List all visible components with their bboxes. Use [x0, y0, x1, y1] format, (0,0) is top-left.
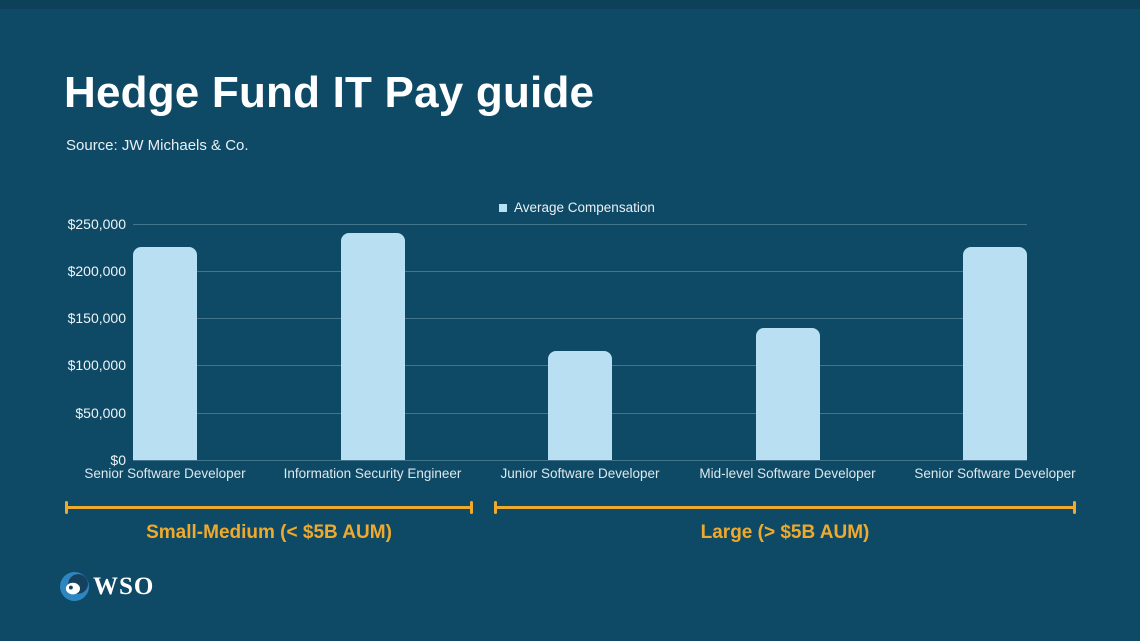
wso-logo-text: WSO: [93, 572, 155, 600]
group-bracket-large: Large (> $5B AUM): [494, 501, 1076, 544]
bracket-line: [494, 501, 1076, 514]
y-axis-tick-label: $150,000: [67, 310, 126, 327]
gridline: [133, 223, 1027, 225]
top-edge-shadow: [0, 0, 1140, 9]
group-bracket-small-medium: Small-Medium (< $5B AUM): [65, 501, 473, 544]
legend-label: Average Compensation: [514, 200, 655, 215]
y-axis-tick-label: $200,000: [67, 262, 126, 279]
bar-4: [755, 327, 820, 460]
legend-swatch-icon: [499, 203, 507, 212]
y-axis-tick-label: $250,000: [67, 215, 126, 232]
bracket-line: [65, 501, 473, 514]
bar-2: [340, 232, 405, 460]
wso-logo: WSO: [60, 572, 154, 601]
group-label-large: Large (> $5B AUM): [700, 522, 870, 543]
chart-legend: Average Compensation: [499, 200, 655, 215]
x-axis-category-label: Information Security Engineer: [283, 466, 462, 481]
y-axis-tick-label: $0: [110, 452, 126, 468]
x-axis-category-label: Mid-level Software Developer: [699, 466, 876, 481]
bar-3: [548, 351, 612, 460]
gridline: [133, 460, 1027, 461]
page-title: Hedge Fund IT Pay guide: [64, 68, 595, 117]
x-axis-category-label: Senior Software Developer: [914, 466, 1076, 481]
y-axis-tick-label: $50,000: [75, 404, 126, 421]
bar-5: [963, 247, 1027, 460]
x-axis-category-label: Senior Software Developer: [84, 466, 246, 481]
gridline: [133, 318, 1027, 320]
group-label-small-medium: Small-Medium (< $5B AUM): [146, 522, 392, 543]
source-attribution: Source: JW Michaels & Co.: [66, 137, 249, 154]
gridline: [133, 270, 1027, 272]
bar-1: [133, 247, 197, 460]
y-axis-tick-label: $100,000: [67, 357, 126, 374]
x-axis-category-label: Junior Software Developer: [500, 466, 660, 481]
wso-globe-icon: [60, 572, 89, 601]
